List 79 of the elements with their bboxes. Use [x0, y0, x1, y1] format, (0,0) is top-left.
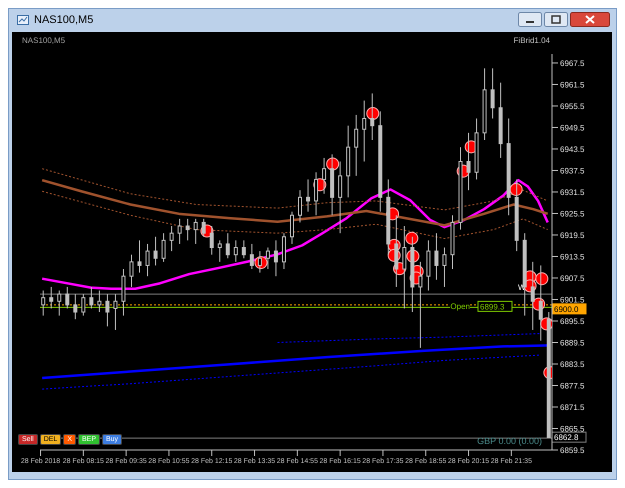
candlestick — [113, 294, 118, 330]
candlestick — [210, 226, 214, 256]
ref-line-label: 6862.8 — [554, 433, 580, 442]
candlestick — [146, 243, 150, 277]
y-tick-label: 6859.5 — [560, 446, 586, 455]
candlestick — [322, 157, 326, 194]
candlestick — [242, 240, 246, 259]
y-tick-label: 6949.5 — [560, 123, 586, 132]
candlestick — [370, 92, 374, 141]
chart-title: NAS100,M5 — [34, 14, 94, 26]
candlestick — [129, 254, 134, 288]
y-tick-label: 6925.5 — [560, 209, 586, 218]
y-tick-label: 6913.5 — [560, 252, 586, 262]
candlestick — [178, 218, 182, 244]
candlestick — [402, 226, 406, 309]
candlestick — [97, 290, 102, 313]
candlestick — [258, 250, 262, 274]
y-tick-label: 6955.5 — [560, 102, 586, 111]
candlestick — [73, 294, 78, 320]
annotation: GBP 0.00 (0.00) — [477, 436, 542, 446]
candlestick — [162, 232, 166, 262]
y-tick-label: 6907.5 — [560, 274, 586, 283]
candlestick — [41, 290, 46, 316]
y-tick-label: 6967.5 — [560, 58, 586, 68]
line-series — [42, 168, 548, 210]
y-tick-label: 6895.5 — [560, 316, 586, 326]
candlestick — [306, 178, 310, 212]
candlestick — [362, 100, 366, 162]
y-tick-label: 6961.5 — [560, 80, 586, 90]
candlestick — [530, 261, 535, 330]
annotation: Open — [450, 302, 470, 312]
candlestick — [138, 240, 142, 274]
y-tick-label: 6937.5 — [560, 166, 586, 176]
candlestick — [354, 114, 358, 176]
candlestick — [234, 240, 238, 262]
candlestick — [65, 286, 70, 309]
candlestick — [105, 294, 110, 327]
chart-subtitle: NAS100,M5 — [22, 36, 66, 45]
candlestick — [154, 236, 158, 266]
candlestick — [338, 161, 342, 234]
candlestick — [442, 247, 446, 288]
line-series — [42, 190, 548, 240]
candlestick — [81, 294, 86, 316]
ref-line-label: 6900.0 — [554, 304, 580, 314]
candlestick — [49, 286, 54, 309]
line-series — [277, 333, 542, 343]
candlestick — [202, 218, 206, 238]
candlestick — [434, 232, 438, 280]
point — [405, 232, 418, 245]
y-tick-label: 6889.5 — [560, 338, 586, 348]
candlestick — [490, 68, 495, 120]
y-tick-label: 6943.5 — [560, 144, 586, 154]
y-tick-label: 6919.5 — [560, 230, 586, 240]
candlestick — [186, 218, 190, 241]
candlestick — [89, 286, 94, 309]
line-series — [40, 178, 549, 227]
candlestick — [418, 261, 422, 348]
candlestick — [170, 226, 174, 252]
candlestick — [466, 132, 471, 191]
y-tick-label: 6865.5 — [560, 424, 586, 434]
candlestick — [218, 240, 222, 262]
candlestick — [266, 247, 270, 270]
y-tick-label: 6901.5 — [560, 295, 586, 304]
y-tick-label: 6871.5 — [560, 402, 586, 412]
line-series — [42, 354, 542, 390]
candlestick — [194, 218, 198, 244]
candlestick — [298, 190, 302, 223]
candlestick — [250, 243, 254, 270]
text: FiBrid1.04 — [514, 36, 550, 45]
candlestick — [274, 240, 278, 277]
y-tick-label: 6883.5 — [560, 360, 586, 369]
candlestick — [57, 290, 62, 316]
candlestick — [538, 264, 543, 342]
y-tick-label: 6877.5 — [560, 381, 586, 390]
candlestick — [226, 232, 230, 259]
y-tick-label: 6931.5 — [560, 188, 586, 197]
candlestick — [290, 211, 294, 244]
candlestick — [314, 172, 318, 216]
ref-line-label: 6899.3 — [480, 302, 506, 312]
